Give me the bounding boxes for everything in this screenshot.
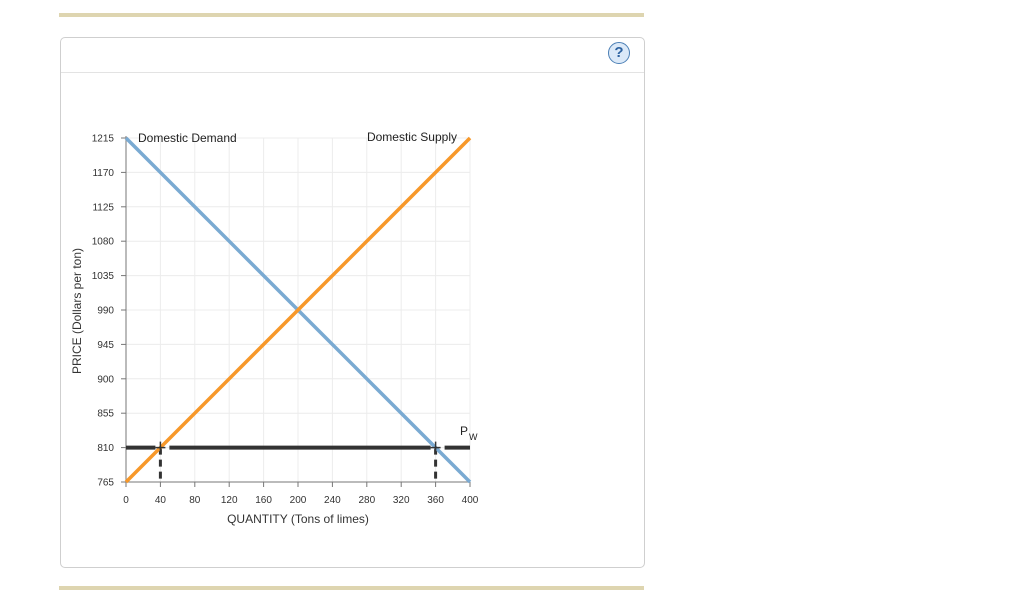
x-tick-label: 320 (393, 495, 410, 506)
intersection-marker (155, 441, 166, 454)
x-tick-label: 0 (123, 495, 129, 506)
domestic-demand-label: Domestic Demand (138, 131, 237, 145)
y-axis-label: PRICE (Dollars per ton) (70, 248, 84, 374)
world-price-subscript: W (469, 432, 478, 442)
x-tick-label: 40 (155, 495, 167, 506)
y-tick-label: 1080 (92, 237, 115, 248)
graph-panel: ? (60, 37, 645, 568)
x-tick-label: 200 (290, 495, 307, 506)
intersection-marker (430, 441, 441, 454)
y-tick-label: 1035 (92, 271, 115, 282)
y-tick-label: 1125 (92, 202, 114, 213)
x-tick-label: 360 (427, 495, 444, 506)
x-tick-label: 240 (324, 495, 341, 506)
x-tick-label: 160 (255, 495, 272, 506)
panel-header-divider (61, 72, 644, 73)
y-tick-label: 1215 (92, 134, 115, 145)
y-tick-label: 1170 (92, 168, 114, 179)
x-tick-label: 400 (462, 495, 479, 506)
world-price-label: P (460, 424, 468, 438)
y-tick-label: 855 (97, 409, 114, 420)
x-tick-label: 120 (221, 495, 238, 506)
domestic-supply-line (124, 136, 472, 484)
top-divider (59, 13, 644, 17)
bottom-divider (59, 586, 644, 590)
x-tick-label: 80 (189, 495, 201, 506)
x-tick-label: 280 (358, 495, 375, 506)
x-axis-label: QUANTITY (Tons of limes) (227, 512, 369, 526)
y-tick-label: 765 (97, 478, 114, 489)
help-icon[interactable]: ? (608, 42, 630, 64)
domestic-supply-label: Domestic Supply (367, 130, 457, 144)
y-tick-label: 990 (97, 306, 114, 317)
y-tick-label: 810 (97, 443, 114, 454)
y-tick-label: 945 (97, 340, 114, 351)
y-tick-label: 900 (97, 374, 114, 385)
